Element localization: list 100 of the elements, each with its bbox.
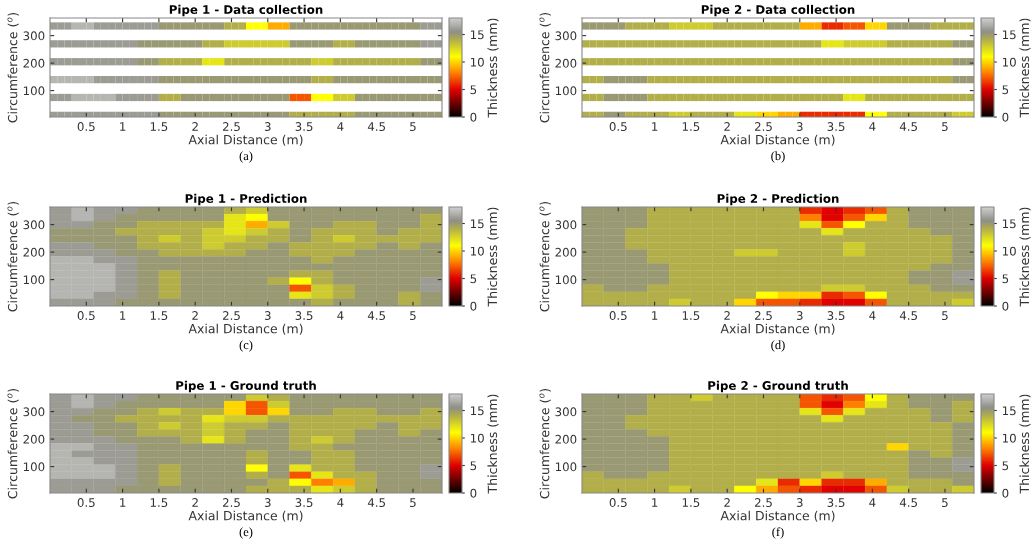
- x-tick-label: 2: [724, 498, 730, 507]
- color-bar-label: 15: [1002, 30, 1016, 40]
- text: (d): [771, 340, 785, 352]
- x-tick-label: 2: [192, 311, 198, 320]
- text: (c): [239, 340, 253, 352]
- y-tick-label: 200: [555, 434, 577, 444]
- x-tick-label: 1.5: [682, 498, 700, 507]
- x-tick-label: 1: [120, 311, 126, 320]
- color-bar-label: 10: [470, 433, 484, 443]
- x-tick-label: 4: [869, 311, 876, 320]
- x-tick-label: 2.5: [754, 122, 772, 131]
- color-bar-label: 5: [470, 461, 477, 471]
- x-tick-label: 5: [942, 311, 948, 320]
- text: (f): [772, 527, 784, 539]
- x-tick-label: 3: [264, 311, 271, 320]
- x-tick-label: 1.5: [682, 122, 700, 131]
- x-tick-label: 1.5: [150, 311, 168, 320]
- x-tick-label: 3: [796, 311, 803, 320]
- chart-title: Pipe 1 - Ground truth: [176, 380, 316, 393]
- color-bar-label: 0: [470, 488, 477, 498]
- color-bar-title: Thickness (mm): [1019, 207, 1031, 307]
- x-tick-label: 2.5: [222, 311, 240, 320]
- y-tick-label: 100: [23, 462, 45, 472]
- x-tick-label: 1.5: [682, 311, 700, 320]
- x-tick-label: 1: [652, 498, 658, 507]
- color-bar-label: 15: [470, 30, 484, 40]
- x-tick-label: 0.5: [77, 498, 95, 507]
- x-axis-title: Axial Distance (m): [720, 510, 835, 522]
- y-axis-title: Circumference ($^{o}$): [539, 13, 551, 123]
- x-axis-title: Axial Distance (m): [188, 323, 303, 335]
- x-tick-label: 2: [192, 498, 198, 507]
- x-tick-label: 2: [724, 122, 730, 131]
- y-tick-label: 200: [23, 58, 45, 68]
- color-bar-title: Thickness (mm): [1019, 394, 1031, 494]
- x-tick-label: 1: [652, 311, 658, 320]
- chart-title: Pipe 1 - Data collection: [169, 4, 323, 17]
- y-tick-label: 100: [555, 462, 577, 472]
- y-tick-label: 100: [23, 86, 45, 96]
- color-bar-title: Thickness (mm): [487, 394, 499, 494]
- x-tick-label: 5: [942, 498, 948, 507]
- x-tick-label: 0.5: [77, 311, 95, 320]
- chart-title: Pipe 2 - Ground truth: [708, 380, 848, 393]
- x-tick-label: 0.5: [609, 311, 627, 320]
- x-tick-label: 4: [337, 311, 344, 320]
- x-tick-label: 3.5: [827, 122, 845, 131]
- chart-title: Pipe 2 - Data collection: [701, 4, 855, 17]
- y-tick-label: 300: [23, 31, 45, 41]
- y-tick-label: 300: [23, 407, 45, 417]
- x-tick-label: 5: [410, 311, 416, 320]
- color-bar-label: 5: [470, 85, 477, 95]
- x-tick-label: 3: [796, 122, 803, 131]
- color-bar-label: 0: [1002, 301, 1009, 311]
- color-bar-label: 10: [470, 246, 484, 256]
- chart-title: Pipe 2 - Prediction: [717, 193, 839, 206]
- color-bar-label: 15: [1002, 406, 1016, 416]
- text: (a): [239, 151, 253, 163]
- color-bar-label: 10: [1002, 246, 1016, 256]
- text: (b): [771, 151, 785, 163]
- x-tick-label: 2.5: [754, 311, 772, 320]
- x-tick-label: 5: [410, 122, 416, 131]
- color-bar-label: 15: [1002, 219, 1016, 229]
- x-tick-label: 2.5: [222, 498, 240, 507]
- color-bar-label: 0: [1002, 488, 1009, 498]
- x-tick-label: 3.5: [827, 498, 845, 507]
- x-tick-label: 3: [796, 498, 803, 507]
- y-tick-label: 300: [555, 220, 577, 230]
- x-tick-label: 1: [120, 122, 126, 131]
- y-axis-title: Circumference ($^{o}$): [7, 389, 19, 499]
- x-axis-title: Axial Distance (m): [188, 134, 303, 146]
- y-tick-label: 200: [555, 247, 577, 257]
- x-tick-label: 1: [652, 122, 658, 131]
- x-axis-title: Axial Distance (m): [720, 134, 835, 146]
- x-tick-label: 0.5: [77, 122, 95, 131]
- x-axis-title: Axial Distance (m): [720, 323, 835, 335]
- x-tick-label: 3.5: [295, 498, 313, 507]
- color-bar-label: 10: [1002, 433, 1016, 443]
- x-tick-label: 1.5: [150, 122, 168, 131]
- x-tick-label: 2: [724, 311, 730, 320]
- x-tick-label: 1.5: [150, 498, 168, 507]
- color-bar-label: 10: [470, 57, 484, 67]
- y-tick-label: 100: [23, 275, 45, 285]
- x-tick-label: 4.5: [899, 311, 918, 320]
- x-tick-label: 3: [264, 498, 271, 507]
- y-tick-label: 300: [555, 407, 577, 417]
- x-axis-title: Axial Distance (m): [188, 510, 303, 522]
- y-axis-title: Circumference ($^{o}$): [539, 202, 551, 312]
- color-bar-title: Thickness (mm): [1019, 18, 1031, 118]
- y-tick-label: 100: [555, 275, 577, 285]
- x-tick-label: 2.5: [222, 122, 240, 131]
- color-bar-title: Thickness (mm): [487, 207, 499, 307]
- y-axis-title: Circumference ($^{o}$): [7, 13, 19, 123]
- y-tick-label: 100: [555, 86, 577, 96]
- x-tick-label: 4.5: [367, 122, 386, 131]
- x-tick-label: 4.5: [367, 498, 386, 507]
- color-bar-label: 15: [470, 406, 484, 416]
- x-tick-label: 4: [337, 498, 344, 507]
- color-bar-label: 5: [1002, 274, 1009, 284]
- x-tick-label: 2.5: [754, 498, 772, 507]
- y-tick-label: 200: [555, 58, 577, 68]
- x-tick-label: 0.5: [609, 122, 627, 131]
